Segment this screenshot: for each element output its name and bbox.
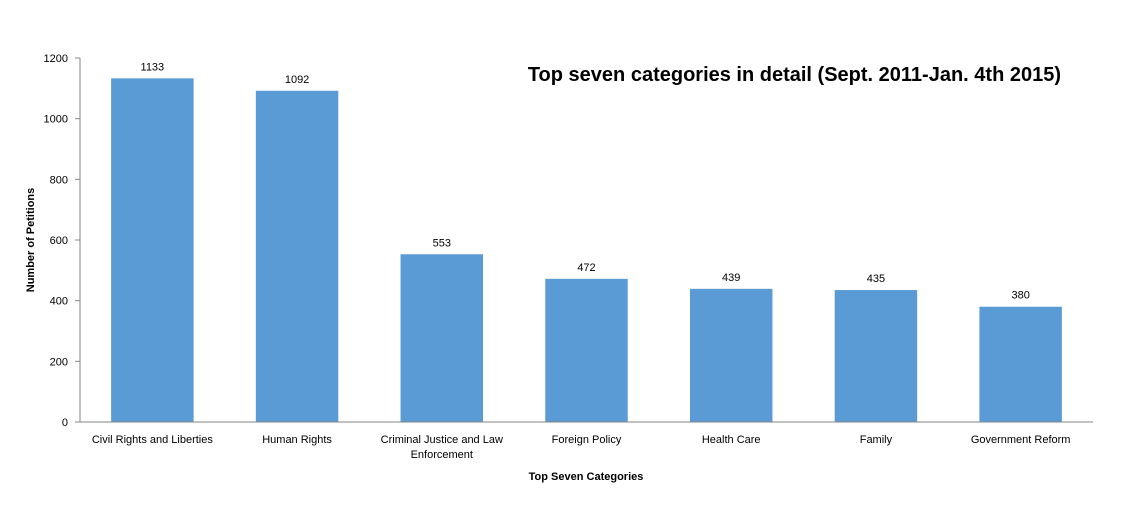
data-label: 439	[722, 272, 740, 284]
x-tick-label: Enforcement	[411, 449, 473, 461]
y-tick-label: 1000	[44, 114, 68, 126]
y-tick-label: 0	[62, 417, 68, 429]
y-tick-label: 200	[50, 356, 68, 368]
x-tick-label: Government Reform	[971, 434, 1071, 446]
bar	[979, 306, 1062, 422]
data-label: 1133	[141, 61, 165, 73]
y-tick-label: 600	[50, 235, 68, 247]
x-tick-label: Civil Rights and Liberties	[92, 434, 214, 446]
y-tick-label: 800	[50, 174, 68, 186]
bar	[111, 78, 194, 422]
y-axis-ticks: 0 200 400 600 800 1000 1200	[44, 53, 80, 429]
data-labels: 1133 1092 553 472 439 435 380	[141, 61, 1030, 301]
bar	[689, 288, 773, 422]
x-tick-label: Human Rights	[262, 434, 332, 446]
x-tick-label: Family	[860, 434, 893, 446]
y-tick-label: 400	[50, 296, 68, 308]
bar	[400, 254, 484, 422]
bars	[111, 78, 1062, 422]
data-label: 435	[867, 273, 885, 285]
x-tick-label: Foreign Policy	[552, 434, 622, 446]
x-axis-ticks: Civil Rights and Liberties Human Rights Cr…	[92, 434, 1071, 461]
y-tick-label: 1200	[44, 53, 68, 65]
bar	[545, 278, 628, 422]
data-label: 1092	[285, 74, 309, 86]
x-axis-title: Top Seven Categories	[529, 471, 644, 483]
x-tick-label: Criminal Justice and Law	[381, 434, 503, 446]
chart-title: Top seven categories in detail (Sept. 20…	[528, 64, 1061, 86]
bar	[834, 290, 918, 422]
y-axis-title: Number of Petitions	[25, 188, 37, 293]
data-label: 472	[577, 262, 595, 274]
bar	[255, 90, 339, 422]
x-tick-label: Health Care	[702, 434, 761, 446]
data-label: 380	[1011, 290, 1029, 302]
data-label: 553	[433, 237, 451, 249]
